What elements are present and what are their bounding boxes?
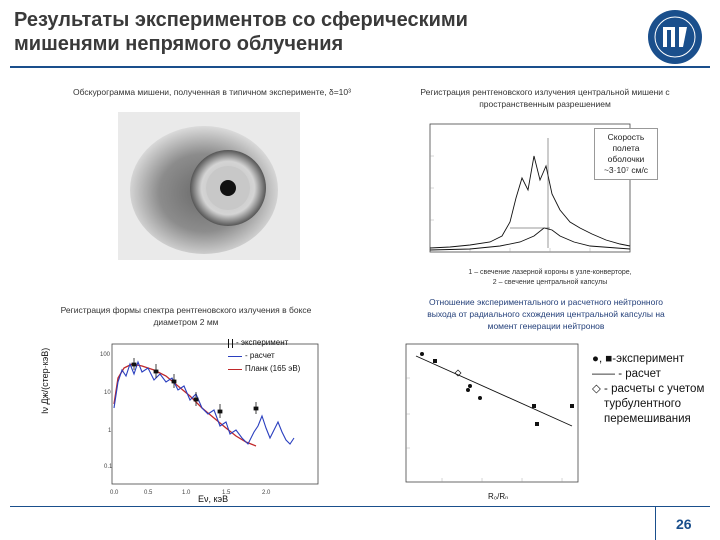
spectrum-plot: 100 10 1 0.1 0.0 0.5 1.0 1.5 2.0 (100, 343, 319, 496)
caption-pinhole: Обскурограмма мишени, полученная в типич… (73, 87, 351, 97)
neutron-legend-1: ●, ■-эксперимент (592, 353, 685, 365)
svg-text:1.5: 1.5 (222, 490, 231, 496)
caption-neutron-1: Отношение экспериментального и расчетног… (429, 297, 663, 307)
footer-vertical-divider (655, 506, 656, 540)
svg-text:10: 10 (104, 390, 111, 396)
spectrum-xlabel: Eν, кэВ (198, 494, 229, 504)
svg-text:1.0: 1.0 (182, 490, 191, 496)
page-number: 26 (676, 516, 692, 532)
caption-glow-1: 1 – свечение лазерной короны в узле-конв… (468, 269, 632, 276)
velocity-line1: Скорость (607, 132, 645, 142)
svg-text:0.5: 0.5 (144, 490, 153, 496)
caption-spectrum-1: Регистрация формы спектра рентгеновского… (60, 305, 312, 315)
neutron-legend-3: ◇ - расчеты с учетом (592, 383, 705, 395)
caption-neutron-ratio: Отношение экспериментального и расчетног… (396, 296, 696, 332)
pinhole-image (118, 112, 300, 260)
spectrum-legend: - эксперимент - расчет Планк (165 эВ) (228, 338, 324, 374)
neutron-xlabel: R₀/Rₙ (488, 492, 509, 501)
neutron-legend: ●, ■-эксперимент —— - расчет ◇ - расчеты… (592, 352, 712, 427)
svg-text:0.0: 0.0 (110, 490, 119, 496)
velocity-line4: ~3·10⁷ см/с (603, 165, 649, 175)
caption-neutron-3: момент генерации нейтронов (487, 321, 605, 331)
caption-neutron-2: выхода от радиального схождения централь… (427, 309, 665, 319)
header-divider (10, 66, 710, 68)
caption-spectrum: Регистрация формы спектра рентгеновского… (36, 304, 336, 328)
legend-planck: Планк (165 эВ) (245, 364, 301, 373)
shell-velocity-note: Скорость полета оболочки ~3·10⁷ см/с (594, 128, 658, 180)
caption-xray-spatial-line2: пространственным разрешением (479, 99, 611, 109)
neutron-legend-2: —— - расчет (592, 368, 661, 380)
title-line-1: Результаты экспериментов со сферическими (14, 9, 468, 31)
caption-glow-legend: 1 – свечение лазерной короны в узле-конв… (420, 268, 680, 288)
neutron-ratio-plot (405, 343, 579, 483)
legend-calc: - расчет (245, 351, 275, 360)
neutron-legend-4: турбулентного (604, 398, 682, 410)
caption-xray-spatial-line1: Регистрация рентгеновского излучения цен… (420, 87, 670, 97)
svg-text:100: 100 (100, 352, 111, 358)
caption-glow-2: 2 – свечение центральной капсулы (492, 279, 608, 286)
neutron-legend-5: перемешивания (604, 413, 691, 425)
svg-text:1: 1 (108, 428, 112, 434)
svg-text:2.0: 2.0 (262, 490, 271, 496)
caption-xray-spatial: Регистрация рентгеновского излучения цен… (380, 86, 710, 110)
svg-text:0.1: 0.1 (104, 464, 113, 470)
institute-logo-icon (648, 10, 702, 64)
experiment-marker-icon (228, 338, 233, 348)
caption-spectrum-2: диаметром 2 мм (153, 317, 219, 327)
spectrum-ylabel: Iν Дж/(стер·кэВ) (40, 347, 50, 414)
planck-line-icon (228, 368, 242, 370)
title-line-2: мишенями непрямого облучения (14, 33, 344, 55)
footer-divider (10, 506, 710, 507)
velocity-line2: полета (612, 143, 640, 153)
legend-experiment: - эксперимент (236, 338, 289, 347)
calc-line-icon (228, 355, 242, 357)
velocity-line3: оболочки (607, 154, 645, 164)
page-title: Результаты экспериментов со сферическими… (14, 8, 614, 56)
